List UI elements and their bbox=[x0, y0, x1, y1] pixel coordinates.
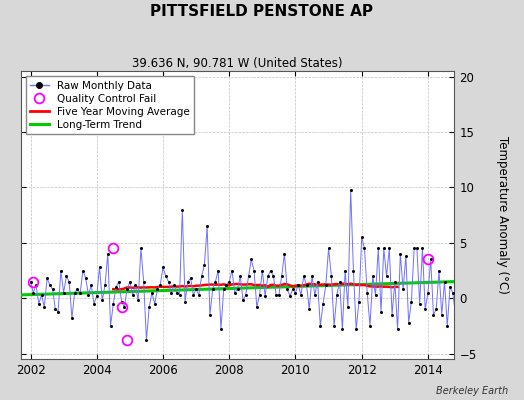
Title: 39.636 N, 90.781 W (United States): 39.636 N, 90.781 W (United States) bbox=[132, 57, 343, 70]
Legend: Raw Monthly Data, Quality Control Fail, Five Year Moving Average, Long-Term Tren: Raw Monthly Data, Quality Control Fail, … bbox=[26, 76, 194, 134]
Text: Berkeley Earth: Berkeley Earth bbox=[436, 386, 508, 396]
Y-axis label: Temperature Anomaly (°C): Temperature Anomaly (°C) bbox=[496, 136, 509, 294]
Text: PITTSFIELD PENSTONE AP: PITTSFIELD PENSTONE AP bbox=[150, 4, 374, 19]
